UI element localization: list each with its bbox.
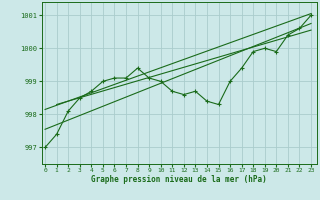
X-axis label: Graphe pression niveau de la mer (hPa): Graphe pression niveau de la mer (hPa) [91,175,267,184]
